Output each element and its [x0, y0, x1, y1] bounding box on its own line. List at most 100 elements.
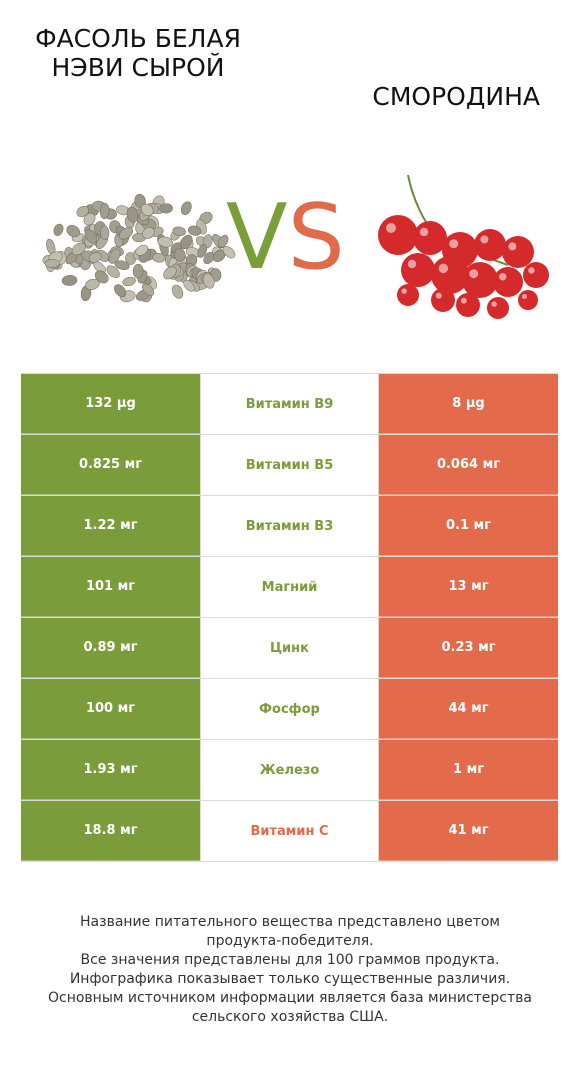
bean-shape	[183, 279, 195, 292]
currant-berry	[397, 284, 419, 306]
bean-shape	[99, 202, 110, 220]
bean-shape	[122, 276, 136, 287]
bean-shape	[84, 229, 98, 244]
table-row: 0.825 мг Витамин B5 0.064 мг	[21, 434, 558, 495]
table-row: 132 µg Витамин B9 8 µg	[21, 373, 558, 434]
bean-shape	[88, 252, 102, 263]
nutrient-name: Витамин C	[200, 801, 379, 861]
right-value: 13 мг	[379, 557, 558, 617]
currant-highlight	[528, 267, 535, 274]
currant-berry	[401, 253, 435, 287]
left-value: 1.93 мг	[21, 740, 200, 800]
nutrient-name: Витамин B9	[200, 374, 379, 434]
footer-line: Основным источником информации является …	[48, 990, 532, 1006]
nutrient-name: Витамин B3	[200, 496, 379, 556]
footer-line: продукта-победителя.	[206, 933, 374, 949]
currant-berry	[518, 290, 538, 310]
left-value: 18.8 мг	[21, 801, 200, 861]
nutrient-name: Железо	[200, 740, 379, 800]
currant-highlight	[449, 239, 459, 249]
bean-shape	[135, 244, 149, 256]
bean-shape	[142, 283, 155, 296]
footer-line: Название питательного вещества представл…	[80, 914, 500, 930]
bean-shape	[83, 212, 96, 226]
right-value: 44 мг	[379, 679, 558, 739]
bean-shape	[172, 226, 186, 237]
currant-highlight	[407, 259, 417, 269]
bean-shape	[142, 227, 155, 239]
left-value: 0.825 мг	[21, 435, 200, 495]
bean-shape	[44, 259, 60, 268]
currant-highlight	[508, 242, 517, 251]
bean-shape	[159, 203, 173, 214]
currant-berry	[413, 221, 447, 255]
currant-berry	[493, 267, 523, 297]
bean-shape	[197, 244, 207, 258]
bean-shape	[66, 225, 81, 238]
bean-shape	[85, 278, 100, 290]
currant-highlight	[491, 301, 497, 307]
white-navy-beans-image	[42, 193, 236, 303]
bean-shape	[114, 260, 130, 270]
currant-highlight	[435, 292, 442, 299]
currant-highlight	[522, 294, 527, 299]
comparison-table: 132 µg Витамин B9 8 µg 0.825 мг Витамин B5 0.…	[21, 373, 558, 862]
footer-line: Все значения представлены для 100 граммо…	[80, 952, 500, 968]
currant-highlight	[460, 297, 467, 304]
bean-shape	[163, 266, 177, 280]
red-currant-image	[378, 174, 549, 319]
bean-shape	[108, 248, 121, 264]
currant-berry	[431, 288, 455, 312]
left-value: 1.22 мг	[21, 496, 200, 556]
bean-shape	[222, 246, 236, 259]
right-value: 41 мг	[379, 801, 558, 861]
table-row: 1.22 мг Витамин B3 0.1 мг	[21, 495, 558, 556]
bean-shape	[179, 234, 193, 250]
currant-berry	[502, 236, 534, 268]
currant-berry	[474, 229, 506, 261]
bean-shape	[202, 273, 215, 289]
right-value: 1 мг	[379, 740, 558, 800]
currant-highlight	[438, 263, 449, 274]
vs-label: VS	[226, 188, 345, 288]
nutrient-name: Фосфор	[200, 679, 379, 739]
right-value: 8 µg	[379, 374, 558, 434]
right-value: 0.23 мг	[379, 618, 558, 678]
bean-shape	[76, 205, 89, 218]
bean-shape	[187, 225, 202, 236]
table-row: 18.8 мг Витамин C 41 мг	[21, 800, 558, 862]
currant-highlight	[419, 227, 429, 237]
bean-shape	[203, 252, 215, 265]
bean-shape	[217, 234, 229, 248]
currant-berry	[456, 293, 480, 317]
bean-shape	[180, 201, 192, 215]
nutrient-name: Витамин B5	[200, 435, 379, 495]
vs-v: V	[226, 185, 288, 290]
left-value: 0.89 мг	[21, 618, 200, 678]
right-value: 0.1 мг	[379, 496, 558, 556]
bean-shape	[171, 284, 184, 299]
currant-berry	[487, 297, 509, 319]
nutrient-name: Цинк	[200, 618, 379, 678]
bean-shape	[61, 275, 78, 286]
table-row: 1.93 мг Железо 1 мг	[21, 739, 558, 800]
currant-berry	[378, 215, 418, 255]
table-row: 0.89 мг Цинк 0.23 мг	[21, 617, 558, 678]
currant-highlight	[480, 235, 489, 244]
bean-shape	[157, 236, 173, 248]
bean-shape	[132, 263, 144, 279]
vs-s: S	[287, 185, 345, 290]
table-row: 101 мг Магний 13 мг	[21, 556, 558, 617]
footer-line: сельского хозяйства США.	[191, 1009, 389, 1025]
currant-highlight	[499, 273, 507, 281]
nutrient-name: Магний	[200, 557, 379, 617]
bean-shape	[100, 225, 110, 240]
table-row: 100 мг Фосфор 44 мг	[21, 678, 558, 739]
bean-shape	[106, 265, 120, 279]
bean-shape	[53, 223, 64, 236]
currant-highlight	[401, 288, 407, 294]
right-value: 0.064 мг	[379, 435, 558, 495]
bean-shape	[126, 206, 139, 223]
left-product-title: ФАСОЛЬ БЕЛАЯ НЭВИ СЫРОЙ	[35, 24, 241, 82]
bean-shape	[114, 284, 127, 298]
